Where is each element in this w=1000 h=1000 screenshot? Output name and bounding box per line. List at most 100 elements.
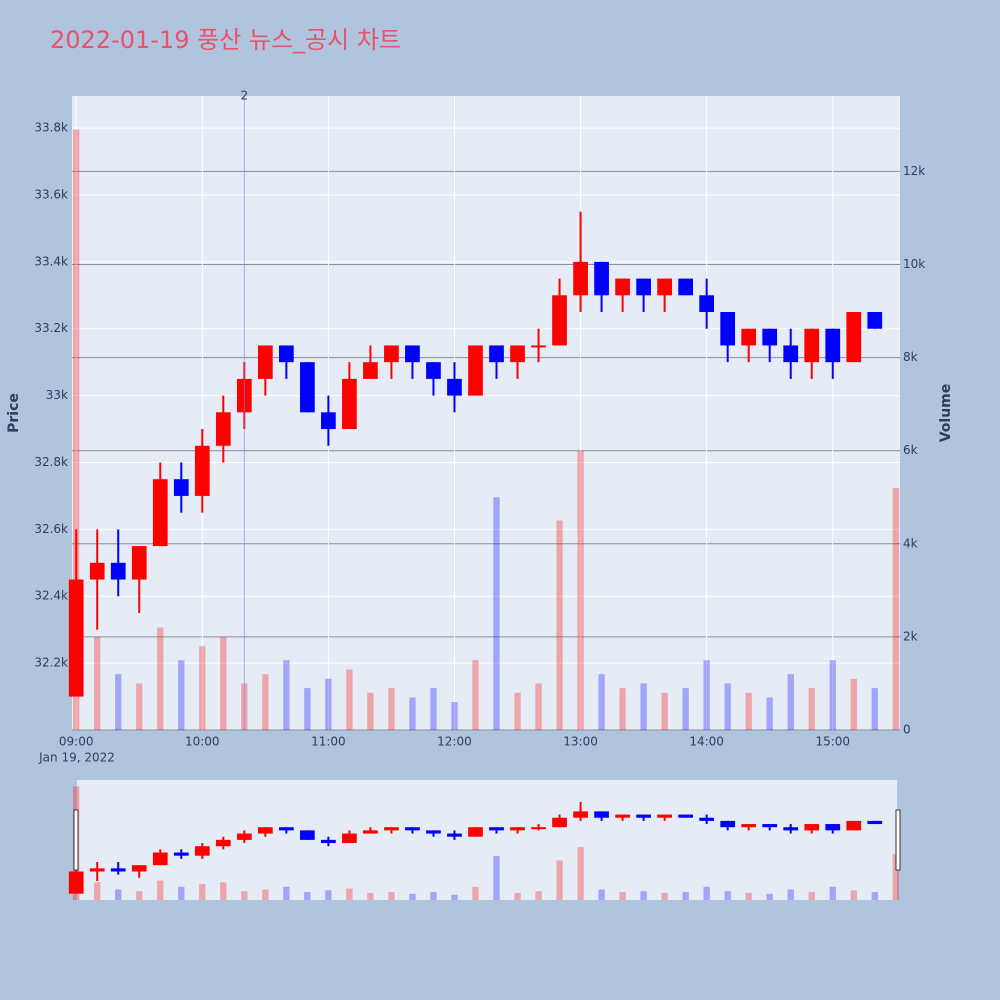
volume-bar [493,497,500,730]
news-label: 2 [241,89,249,103]
candle-body [510,345,525,363]
y-tick-label: 32.8k [34,455,68,469]
candle-body [489,345,504,363]
volume-bar [346,669,353,730]
y2-tick-label: 6k [903,443,918,457]
candle-body [552,295,567,346]
y-tick-label: 33.4k [34,254,68,268]
candle-body [194,445,210,496]
slider-candle-body [741,824,757,828]
candle-body [720,312,736,346]
y2-tick-label: 2k [903,629,918,643]
slider-volume-bar [94,882,101,900]
slider-volume-bar [283,886,290,900]
y2-tick-label: 8k [903,350,918,364]
slider-volume-bar [787,889,794,900]
slider-candle-body [510,827,525,831]
volume-bar [640,683,647,730]
slider-candle-body [804,824,820,831]
slider-candle-body [720,820,736,828]
candle-body [468,345,483,396]
candle-body [678,278,693,296]
volume-bar [808,688,815,730]
slider-candle-body [678,814,693,818]
candle-body [741,328,757,346]
y-tick-label: 33.6k [34,187,68,201]
x-tick-label: 14:00 [689,735,724,749]
slider-candle-body [215,839,231,847]
volume-bar [409,697,416,730]
slider-volume-bar [556,860,563,900]
rangeslider[interactable] [77,780,897,900]
y-tick-label: 33.2k [34,321,68,335]
volume-bar [73,129,80,731]
slider-candle-body [194,846,210,856]
candle-body [783,345,799,363]
volume-bar [472,660,479,730]
volume-bar [283,660,290,730]
slider-candle-body [89,868,105,872]
slider-candle-body [867,820,883,825]
slider-candle-body [426,830,441,834]
volume-bar [199,646,206,730]
x-tick-label: 09:00 [59,735,94,749]
slider-volume-bar [178,886,185,900]
slider-volume-bar [325,890,332,900]
slider-volume-bar [598,889,605,900]
y-tick-label: 32.2k [34,656,68,670]
slider-candle-body [110,868,126,872]
slider-candle-body [657,814,672,818]
slider-volume-bar [514,892,521,900]
slider-volume-bar [157,880,164,900]
candle-body [68,579,84,697]
slider-candle-body [405,827,420,831]
candle-body [342,378,357,430]
volume-bar [178,660,185,730]
chart-title: 2022-01-19 풍산 뉴스_공시 차트 [50,26,401,54]
x-tick-label: 11:00 [311,735,346,749]
slider-handle[interactable] [73,809,79,871]
candle-body [867,312,883,329]
y2-axis-title: Volume [938,384,954,443]
slider-candle-body [152,852,168,866]
candle-body [89,562,105,580]
slider-volume-bar [430,892,437,900]
slider-candle-body [699,817,715,821]
slider-volume-bar [703,886,710,900]
slider-candle-body [468,827,483,837]
slider-candle-body [384,827,399,831]
slider-volume-bar [241,891,248,900]
slider-candle-body [531,827,546,830]
slider-candle-body [68,871,84,894]
candle-body [573,261,588,296]
volume-bar [619,688,626,730]
candle-body [405,345,420,363]
volume-bar [829,660,836,730]
x-tick-label: 15:00 [815,735,850,749]
slider-candle-body [594,811,609,818]
volume-bar [682,688,689,730]
volume-bar [304,688,311,730]
volume-bar [514,692,521,730]
volume-bar [325,678,332,730]
slider-volume-bar [304,892,311,900]
volume-bar [367,692,374,730]
volume-bar [871,688,878,730]
slider-handle[interactable] [895,809,901,871]
slider-candle-body [783,827,799,831]
candle-body [384,345,399,363]
slider-volume-bar [745,892,752,900]
slider-candle-body [762,824,778,828]
slider-volume-bar [619,892,626,900]
y-tick-label: 32.6k [34,522,68,536]
slider-candle-body [321,839,336,844]
slider-volume-bar [493,855,500,900]
volume-bar [451,702,458,730]
volume-bar [430,688,437,730]
slider-volume-bar [808,892,815,900]
volume-bar [787,674,794,730]
volume-bar [388,688,395,730]
y2-tick-label: 0 [903,723,911,737]
slider-volume-bar [409,893,416,900]
